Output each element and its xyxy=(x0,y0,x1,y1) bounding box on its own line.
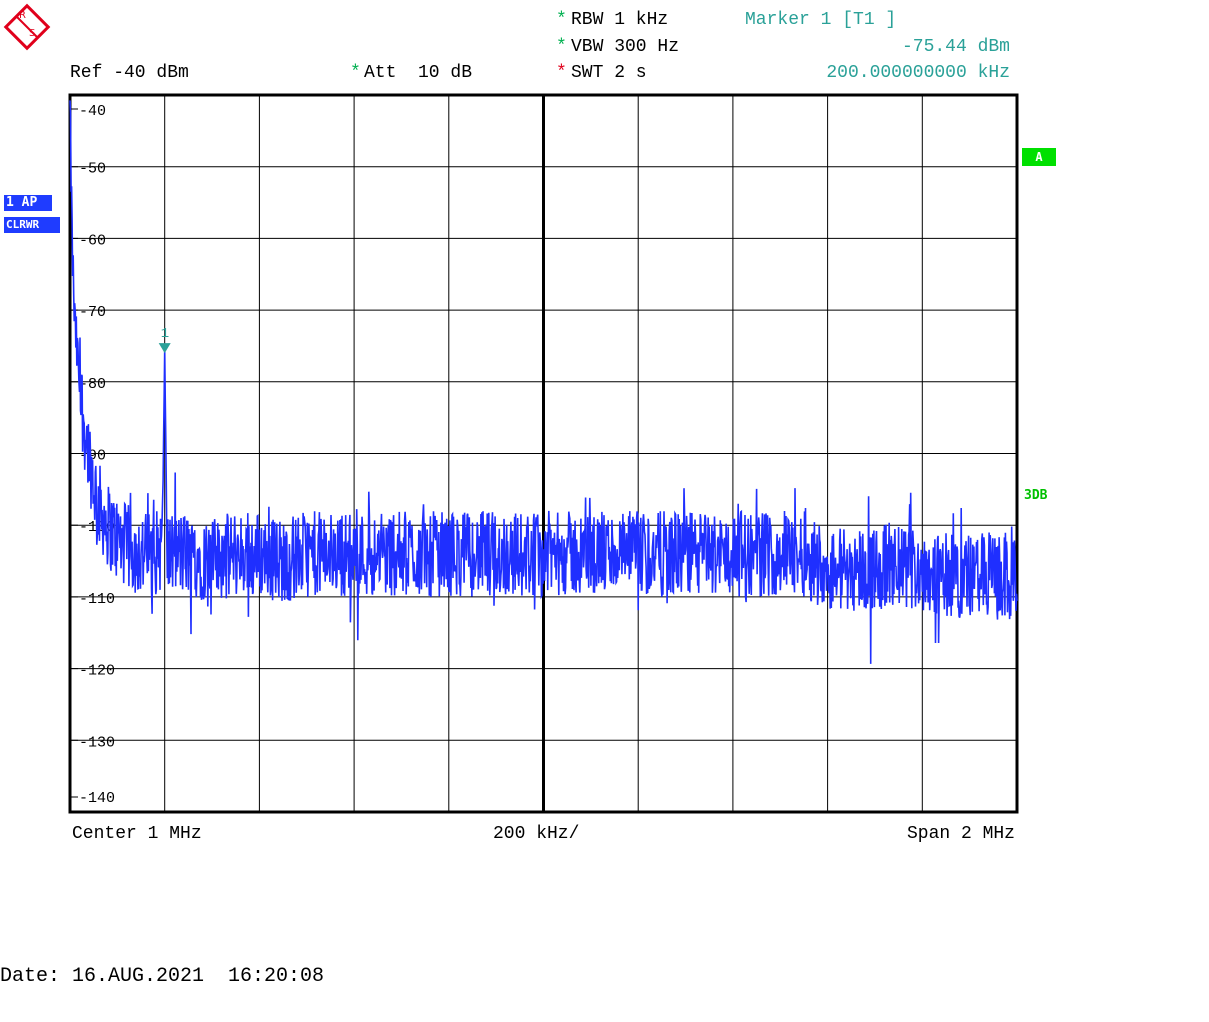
y-tick-label: -60 xyxy=(79,232,106,249)
y-tick-label: -120 xyxy=(79,663,115,680)
vbw-setting: VBW 300 Hz xyxy=(571,37,680,57)
rbw-setting: RBW 1 kHz xyxy=(571,10,669,30)
marker-frequency: 200.000000000 kHz xyxy=(826,63,1010,83)
marker-label: 1 xyxy=(161,326,169,342)
reference-level: Ref -40 dBm xyxy=(70,63,189,83)
rohde-schwarz-logo: R S xyxy=(3,3,51,51)
swt-setting: SWT 2 s xyxy=(571,63,647,83)
y-tick-label: -40 xyxy=(79,103,106,120)
att-star-icon: * xyxy=(350,63,361,83)
trace-a-indicator: A xyxy=(1022,148,1056,166)
plot-frame xyxy=(68,93,1019,814)
attenuation-setting: Att 10 dB xyxy=(364,63,473,83)
y-tick-label: -80 xyxy=(79,376,106,393)
marker-triangle xyxy=(158,343,171,354)
trace-detector-badge: CLRWR xyxy=(4,217,60,233)
svg-text:S: S xyxy=(29,28,35,39)
frequency-per-division: 200 kHz/ xyxy=(493,824,580,844)
y-tick-label: -140 xyxy=(79,790,115,807)
marker-level: -75.44 dBm xyxy=(901,37,1010,57)
trace-mode-badge: 1 AP xyxy=(4,195,52,211)
frequency-span: Span 2 MHz xyxy=(906,824,1015,844)
swt-star-icon: * xyxy=(556,63,567,83)
spectrum-trace xyxy=(69,100,1018,664)
center-frequency: Center 1 MHz xyxy=(72,824,202,844)
y-tick-label: -130 xyxy=(79,734,115,751)
date-stamp: Date: 16.AUG.2021 16:20:08 xyxy=(0,965,325,988)
marker-title: Marker 1 [T1 ] xyxy=(745,10,897,30)
y-tick-label: -110 xyxy=(79,591,115,608)
3db-indicator: 3DB xyxy=(1024,488,1048,503)
svg-text:R: R xyxy=(19,10,26,21)
y-tick-label: -70 xyxy=(79,304,106,321)
rbw-star-icon: * xyxy=(556,10,567,30)
y-tick-label: -50 xyxy=(79,161,106,178)
vbw-star-icon: * xyxy=(556,37,567,57)
